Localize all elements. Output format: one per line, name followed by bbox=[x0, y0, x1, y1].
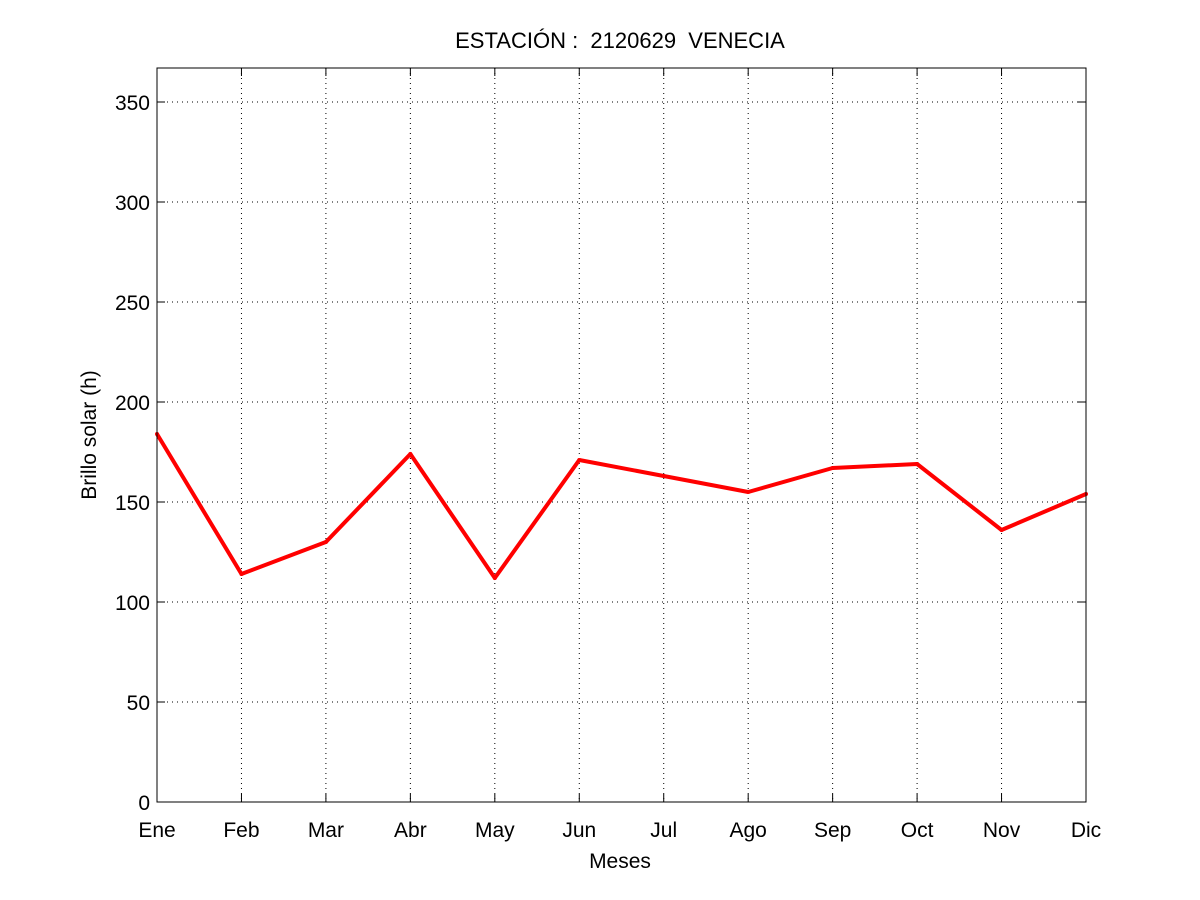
chart-title: ESTACIÓN : 2120629 VENECIA bbox=[455, 28, 785, 53]
y-tick-label: 50 bbox=[127, 692, 150, 715]
tick-labels: Ene Feb Mar Abr May Jun Jul Ago Sep Oct Nov Dic 0 50 1… bbox=[115, 92, 1101, 842]
x-tick-label: Oct bbox=[901, 819, 934, 842]
data-point bbox=[915, 462, 920, 466]
x-tick-label: Dic bbox=[1071, 819, 1101, 842]
x-tick-label: Mar bbox=[308, 819, 344, 842]
x-tick-label: Sep bbox=[814, 819, 851, 842]
x-tick-label: Ago bbox=[729, 819, 766, 842]
y-tick-label: 200 bbox=[115, 392, 150, 415]
data-point bbox=[577, 458, 582, 462]
data-point bbox=[999, 528, 1004, 532]
y-tick-label: 100 bbox=[115, 592, 150, 615]
x-tick-label: Feb bbox=[223, 819, 259, 842]
data-point bbox=[323, 540, 328, 544]
y-tick-label: 0 bbox=[138, 792, 150, 815]
x-tick-label: Ene bbox=[138, 819, 175, 842]
data-point bbox=[830, 466, 835, 470]
plot-area-frame bbox=[156, 67, 1087, 803]
y-tick-label: 300 bbox=[115, 192, 150, 215]
y-axis-title: Brillo solar (h) bbox=[78, 370, 101, 500]
data-point bbox=[408, 452, 413, 456]
x-tick-label: Abr bbox=[394, 819, 427, 842]
series-line bbox=[155, 432, 1087, 580]
x-tick-label: Jul bbox=[650, 819, 677, 842]
series-layer bbox=[155, 432, 1088, 580]
x-tick-label: Jun bbox=[562, 819, 596, 842]
y-tick-label: 250 bbox=[115, 292, 150, 315]
x-tick-label: May bbox=[475, 819, 515, 842]
data-point bbox=[661, 474, 666, 478]
y-tick-label: 350 bbox=[115, 92, 150, 115]
x-tick-label: Nov bbox=[983, 819, 1021, 842]
data-point bbox=[746, 490, 751, 494]
y-tick-label: 150 bbox=[115, 492, 150, 515]
data-point bbox=[239, 572, 244, 576]
x-axis-title: Meses bbox=[589, 850, 651, 873]
data-point bbox=[492, 576, 497, 580]
